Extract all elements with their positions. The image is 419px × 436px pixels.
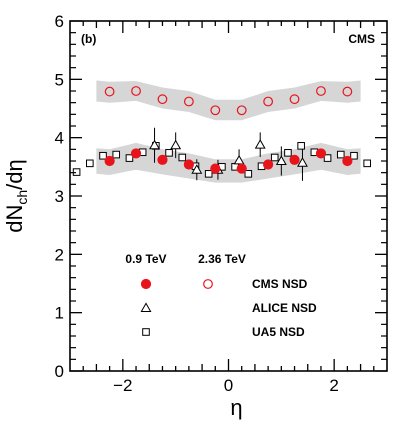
y-tick-label: 0 — [55, 362, 64, 381]
x-tick-label: 2 — [329, 376, 338, 395]
cms-nsd-0-9-tev-point — [157, 154, 168, 165]
ua5-nsd-0-9-tev-point — [112, 150, 121, 159]
systematic-band-1 — [96, 142, 361, 183]
y-axis-title-sub: ch — [14, 190, 30, 205]
legend: 0.9 TeV 2.36 TeV CMS NSD ALICE NSD UA5 N… — [125, 252, 317, 339]
ua5-nsd-0-9-tev-point — [165, 149, 173, 157]
alice-nsd-0-9-tev-point — [254, 139, 266, 149]
x-axis-title: η — [230, 395, 242, 420]
y-tick-label: 4 — [55, 129, 64, 148]
legend-label-ua5-nsd: UA5 NSD — [252, 325, 305, 339]
alice-nsd-0-9-tev-point — [275, 155, 287, 165]
y-axis-title-tail: /dη — [2, 159, 27, 190]
legend-header-0.9-tev: 0.9 TeV — [125, 252, 166, 266]
ua5-nsd-0-9-tev-point — [244, 170, 253, 178]
legend-label-cms-nsd: CMS NSD — [252, 277, 308, 291]
cms-nsd-2-36-tev-point — [236, 105, 247, 116]
systematic-band-0 — [96, 80, 361, 121]
y-tick-label: 5 — [55, 70, 64, 89]
legend-marker-cms-2.36-tev — [203, 279, 213, 289]
alice-nsd-0-9-tev-point — [149, 139, 160, 150]
legend-marker-alice — [140, 302, 152, 312]
x-tick-label: −2 — [113, 376, 132, 395]
ua5-nsd-0-9-tev-point — [284, 149, 292, 157]
legend-label-alice-nsd: ALICE NSD — [252, 301, 317, 315]
cms-nsd-0-9-tev-point — [183, 159, 194, 170]
alice-nsd-0-9-tev-point — [191, 164, 203, 174]
experiment-label: CMS — [348, 32, 375, 46]
ua5-nsd-0-9-tev-point — [297, 142, 305, 150]
ua5-nsd-0-9-tev-point — [270, 153, 279, 162]
cms-nsd-2-36-tev-point — [183, 96, 194, 107]
cms-nsd-0-9-tev-point — [130, 148, 142, 159]
cms-nsd-0-9-tev-point — [263, 159, 274, 170]
x-tick-label: 0 — [224, 376, 233, 395]
ua5-nsd-0-9-tev-point — [99, 151, 107, 160]
tick-labels-layer: −2 0 2 0 1 2 3 4 5 6 — [55, 12, 339, 395]
legend-header-2.36-tev: 2.36 TeV — [198, 252, 246, 266]
y-axis-title: dNch/dη — [2, 159, 30, 233]
cms-nsd-2-36-tev-point — [157, 94, 168, 105]
cms-nsd-2-36-tev-point — [263, 96, 274, 107]
ua5-nsd-0-9-tev-point — [86, 159, 94, 168]
y-tick-label: 1 — [55, 304, 64, 323]
ua5-nsd-0-9-tev-point — [350, 151, 358, 160]
y-tick-label: 2 — [55, 245, 64, 264]
legend-marker-ua5 — [142, 328, 150, 336]
panel-label: (b) — [81, 32, 96, 46]
cms-nsd-0-9-tev-point — [104, 155, 115, 167]
cms-nsd-2-36-tev-point — [342, 86, 353, 97]
cms-nsd-0-9-tev-point — [236, 163, 247, 174]
bands-layer — [96, 80, 361, 183]
ua5-nsd-0-9-tev-point — [363, 159, 371, 168]
cms-nsd-0-9-tev-point — [289, 154, 300, 165]
y-tick-label: 6 — [55, 12, 64, 31]
cms-nsd-2-36-tev-point — [316, 86, 326, 96]
cms-nsd-0-9-tev-point — [342, 155, 353, 167]
y-axis-title-main: dN — [2, 205, 27, 233]
plot-frame — [69, 20, 388, 372]
alice-nsd-0-9-tev-point — [233, 154, 245, 165]
cms-nsd-2-36-tev-point — [289, 94, 300, 105]
cms-nsd-0-9-tev-point — [315, 148, 327, 159]
cms-nsd-2-36-tev-point — [104, 86, 115, 97]
legend-markers — [140, 278, 213, 336]
ua5-nsd-0-9-tev-point — [125, 154, 134, 162]
ua5-nsd-0-9-tev-point — [204, 170, 213, 178]
ua5-nsd-0-9-tev-point — [178, 153, 187, 162]
alice-nsd-0-9-tev-point — [297, 157, 308, 167]
marks-layer — [72, 86, 371, 181]
alice-nsd-0-9-tev-point — [170, 139, 182, 150]
ua5-nsd-0-9-tev-point — [336, 150, 345, 159]
legend-marker-cms-0.9-tev — [140, 278, 152, 290]
cms-nsd-0-9-tev-point — [210, 163, 221, 174]
cms-nsd-2-36-tev-point — [210, 105, 221, 116]
cms-nsd-2-36-tev-point — [131, 86, 141, 96]
y-tick-label: 3 — [55, 187, 64, 206]
ua5-nsd-0-9-tev-point — [323, 154, 332, 162]
ticks-layer — [70, 20, 387, 372]
